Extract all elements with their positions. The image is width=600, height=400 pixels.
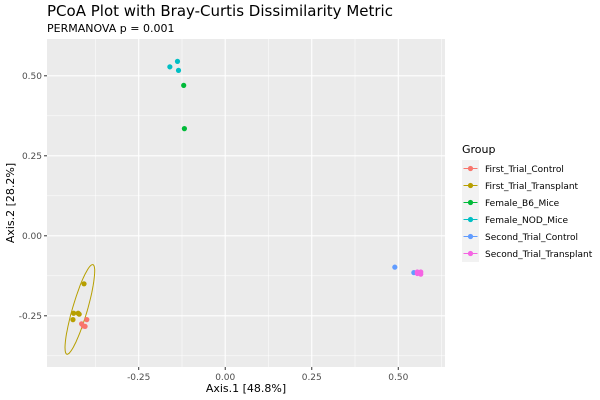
y-tick-label: 0.00 [22, 232, 42, 242]
x-axis-title: Axis.1 [48.8%] [206, 382, 286, 395]
legend-key-point [467, 250, 474, 257]
legend-label: First_Trial_Control [485, 165, 564, 175]
legend-title: Group [462, 143, 496, 156]
x-axis-ticks: -0.25 0.00 0.25 0.50 [127, 367, 409, 383]
y-tick-label: 0.25 [22, 152, 42, 162]
y-axis-ticks: -0.25 0.00 0.25 0.50 [19, 72, 47, 322]
y-tick-label: -0.25 [19, 312, 42, 322]
legend-item: Second_Trial_Control [462, 228, 578, 245]
grid-major [47, 39, 445, 367]
data-point [392, 264, 398, 270]
legend-label: Female_NOD_Mice [485, 216, 569, 226]
data-point [70, 317, 76, 323]
legend-key-point [467, 199, 474, 206]
data-point [81, 281, 87, 287]
data-point [76, 311, 82, 317]
legend-key-point [467, 216, 474, 223]
legend-key-point [467, 233, 474, 240]
data-points [70, 58, 424, 329]
data-point [181, 82, 187, 88]
legend-item: Second_Trial_Transplant [462, 245, 593, 262]
legend: Group First_Trial_Control First_Trial_Tra… [462, 143, 593, 262]
y-axis-title: Axis.2 [28.2%] [4, 163, 17, 243]
legend-label: First_Trial_Transplant [485, 182, 579, 192]
chart-subtitle: PERMANOVA p = 0.001 [47, 22, 174, 35]
plot-panel [47, 39, 445, 367]
x-tick-label: -0.25 [127, 373, 150, 383]
legend-item: First_Trial_Transplant [462, 177, 579, 194]
data-point [175, 67, 182, 73]
legend-label: Second_Trial_Transplant [485, 250, 593, 260]
data-point [174, 58, 181, 64]
legend-key-point [467, 182, 474, 189]
legend-label: Second_Trial_Control [485, 233, 578, 243]
data-point [181, 126, 187, 132]
x-tick-label: 0.50 [388, 373, 408, 383]
legend-item: First_Trial_Control [462, 160, 564, 177]
data-point [167, 64, 173, 70]
x-tick-label: 0.00 [215, 373, 235, 383]
confidence-ellipse [64, 264, 96, 355]
data-point [84, 317, 90, 323]
data-point [82, 323, 88, 329]
chart-title: PCoA Plot with Bray-Curtis Dissimilarity… [47, 2, 393, 20]
x-tick-label: 0.25 [302, 373, 322, 383]
ellipses [64, 264, 96, 355]
grid-minor [47, 39, 445, 367]
y-tick-label: 0.50 [22, 72, 42, 82]
legend-item: Female_B6_Mice [462, 194, 560, 211]
legend-label: Female_B6_Mice [485, 199, 560, 209]
data-point [414, 270, 420, 277]
legend-item: Female_NOD_Mice [462, 211, 569, 228]
data-point [71, 310, 77, 316]
legend-key-point [467, 165, 474, 172]
